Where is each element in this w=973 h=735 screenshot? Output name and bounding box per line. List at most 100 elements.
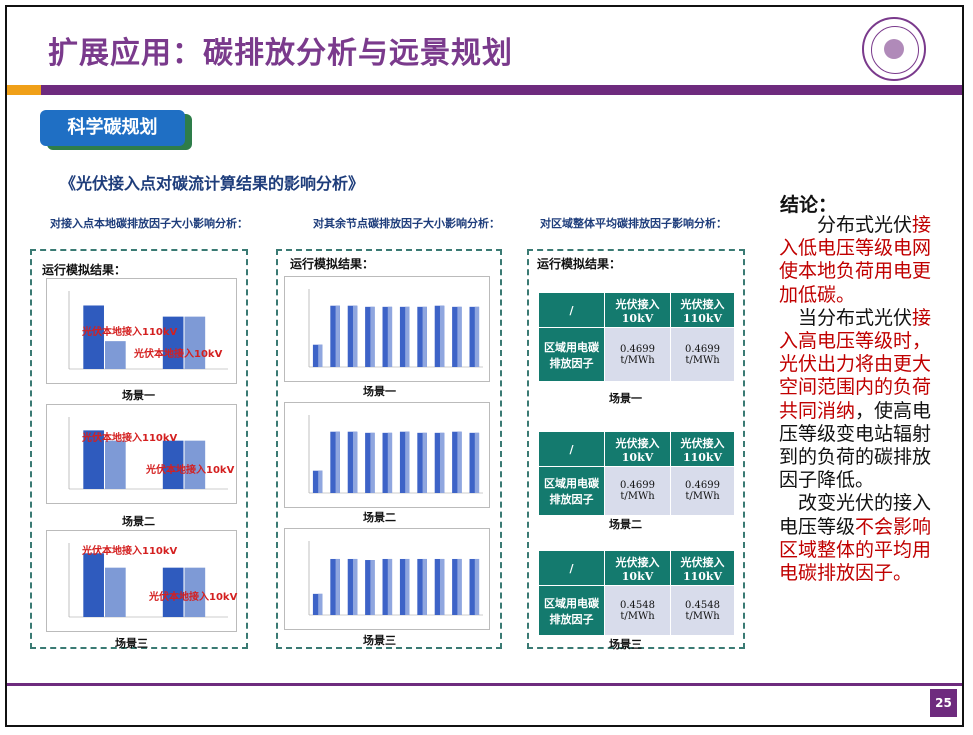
slide-title: 扩展应用：碳排放分析与远景规划 xyxy=(48,36,513,71)
conclusion-paragraph-1: 分布式光伏接入低电压等级电网使本地负荷用电更加低碳。 xyxy=(779,214,941,307)
chart-bar xyxy=(105,440,126,489)
chart-bar-highlight xyxy=(335,558,340,615)
chart-bar-highlight xyxy=(439,558,445,615)
table-header-110kv: 光伏接入110kV xyxy=(670,550,735,586)
chart-bar xyxy=(469,558,480,615)
chart-svg xyxy=(68,417,228,490)
chart-bar xyxy=(417,432,427,493)
conclusion-p2-tail: ，使高电压等级变电站辐射到的负荷的碳排放因子降低。 xyxy=(779,399,932,492)
chart-bar xyxy=(330,558,340,615)
remaining-chart-scene-2 xyxy=(284,402,490,508)
chart-svg xyxy=(308,415,483,494)
chart-bar-highlight xyxy=(387,306,393,367)
chart-bar-highlight xyxy=(352,558,358,615)
chart-bar xyxy=(434,558,445,615)
table-header-10kv: 光伏接入10kV xyxy=(604,431,671,467)
chart-bar xyxy=(184,440,206,489)
remaining-caption-scene-3: 场景三 xyxy=(363,634,396,647)
local-chart-scene-3 xyxy=(46,530,237,632)
local-chart-scene-1 xyxy=(46,278,237,384)
local-results-box xyxy=(30,249,248,649)
chart-bar xyxy=(365,306,375,367)
header-accent-purple xyxy=(41,85,962,95)
chart-bar xyxy=(105,341,126,369)
table-corner: / xyxy=(538,431,605,467)
chart-bar xyxy=(399,306,410,367)
chart-bar-highlight xyxy=(405,306,410,367)
chart-bar xyxy=(162,440,184,489)
university-seal-logo xyxy=(862,17,926,81)
chart-bar xyxy=(452,306,462,367)
chart-bar xyxy=(399,558,410,615)
chart-bar-highlight xyxy=(474,306,480,367)
slide-frame xyxy=(5,5,964,727)
chart-bar-highlight xyxy=(370,306,375,367)
chart-bar xyxy=(347,431,358,493)
conclusion-paragraph-2: 当分布式光伏接入高电压等级时，光伏出力将由更大空间范围内的负荷共同消纳，使高电压… xyxy=(779,307,941,493)
chart-bar xyxy=(83,430,104,489)
chart-bar-highlight xyxy=(457,431,462,493)
table-row-header: 区域用电碳排放因子 xyxy=(538,466,605,516)
table-header-10kv: 光伏接入10kV xyxy=(604,292,671,328)
regional-table-scene-2: / 光伏接入10kV 光伏接入110kV 区域用电碳排放因子 0.4699 t/… xyxy=(538,431,735,516)
local-annotation-110kv-2: 光伏本地接入110kV xyxy=(82,433,178,444)
table-value-10kv: 0.4699 t/MWh xyxy=(604,466,671,516)
analysis-subtitle: 《光伏接入点对碳流计算结果的影响分析》 xyxy=(60,174,365,193)
regional-table-scene-1: / 光伏接入10kV 光伏接入110kV 区域用电碳排放因子 0.4699 t/… xyxy=(538,292,735,382)
regional-results-box xyxy=(527,249,745,649)
chart-bar xyxy=(365,560,375,615)
local-annotation-10kv-2: 光伏本地接入10kV xyxy=(146,465,235,476)
chart-bar-highlight xyxy=(335,305,340,367)
local-chart-scene-2 xyxy=(46,404,237,504)
column-header-regional: 对区域整体平均碳排放因子影响分析： xyxy=(540,217,727,230)
chart-bar xyxy=(469,306,480,367)
conclusion-p2-highlight: 接入高电压等级时，光伏出力将由更大空间范围内的负荷共同消纳 xyxy=(779,306,932,422)
chart-bar-highlight xyxy=(422,558,427,615)
chart-bar xyxy=(330,305,340,367)
regional-caption-scene-2: 场景二 xyxy=(609,518,642,531)
chart-bar-highlight xyxy=(474,558,480,615)
chart-bar xyxy=(434,432,445,493)
chart-bar xyxy=(365,432,375,493)
chart-bar xyxy=(312,344,323,367)
column-header-local: 对接入点本地碳排放因子大小影响分析： xyxy=(50,217,248,230)
chart-bar xyxy=(434,305,445,367)
conclusion-text: 分布式光伏接入低电压等级电网使本地负荷用电更加低碳。 当分布式光伏接入高电压等级… xyxy=(779,214,941,585)
chart-bar-highlight xyxy=(318,344,323,367)
chart-bar-highlight xyxy=(422,432,427,493)
chart-bar-highlight xyxy=(422,306,427,367)
chart-bar xyxy=(83,553,104,617)
chart-bar-highlight xyxy=(387,432,393,493)
chart-bar-highlight xyxy=(439,305,445,367)
chart-bar xyxy=(382,432,393,493)
regional-caption-scene-3: 场景三 xyxy=(609,638,642,651)
conclusion-p2-lead: 当分布式光伏 xyxy=(798,306,913,329)
conclusion-p3-highlight: 不会影响区域整体的平均用电碳排放因子。 xyxy=(779,515,932,585)
local-caption-scene-2: 场景二 xyxy=(122,515,155,528)
chart-bar xyxy=(184,316,206,369)
table-row-header: 区域用电碳排放因子 xyxy=(538,585,605,636)
chart-bar-highlight xyxy=(335,431,340,493)
local-result-label: 运行模拟结果： xyxy=(42,263,127,277)
chart-bar-highlight xyxy=(370,560,375,615)
local-caption-scene-3: 场景三 xyxy=(115,637,148,650)
chart-svg xyxy=(308,289,483,368)
conclusion-title: 结论： xyxy=(780,194,838,216)
chart-bar xyxy=(162,316,184,369)
chart-bar xyxy=(312,593,323,615)
seal-center xyxy=(884,39,904,59)
chart-bar xyxy=(184,567,206,617)
remaining-chart-scene-3 xyxy=(284,528,490,630)
remaining-caption-scene-2: 场景二 xyxy=(363,511,396,524)
local-annotation-110kv-1: 光伏本地接入110kV xyxy=(82,327,178,338)
chart-bar xyxy=(382,558,393,615)
chart-bar xyxy=(417,306,427,367)
chart-bar xyxy=(469,432,480,493)
chart-bar xyxy=(399,431,410,493)
chart-bar xyxy=(347,305,358,367)
chart-bar-highlight xyxy=(405,558,410,615)
chart-bar-highlight xyxy=(439,432,445,493)
chart-bar xyxy=(312,470,323,493)
table-value-110kv: 0.4699 t/MWh xyxy=(670,327,735,382)
chart-bar xyxy=(162,567,184,617)
